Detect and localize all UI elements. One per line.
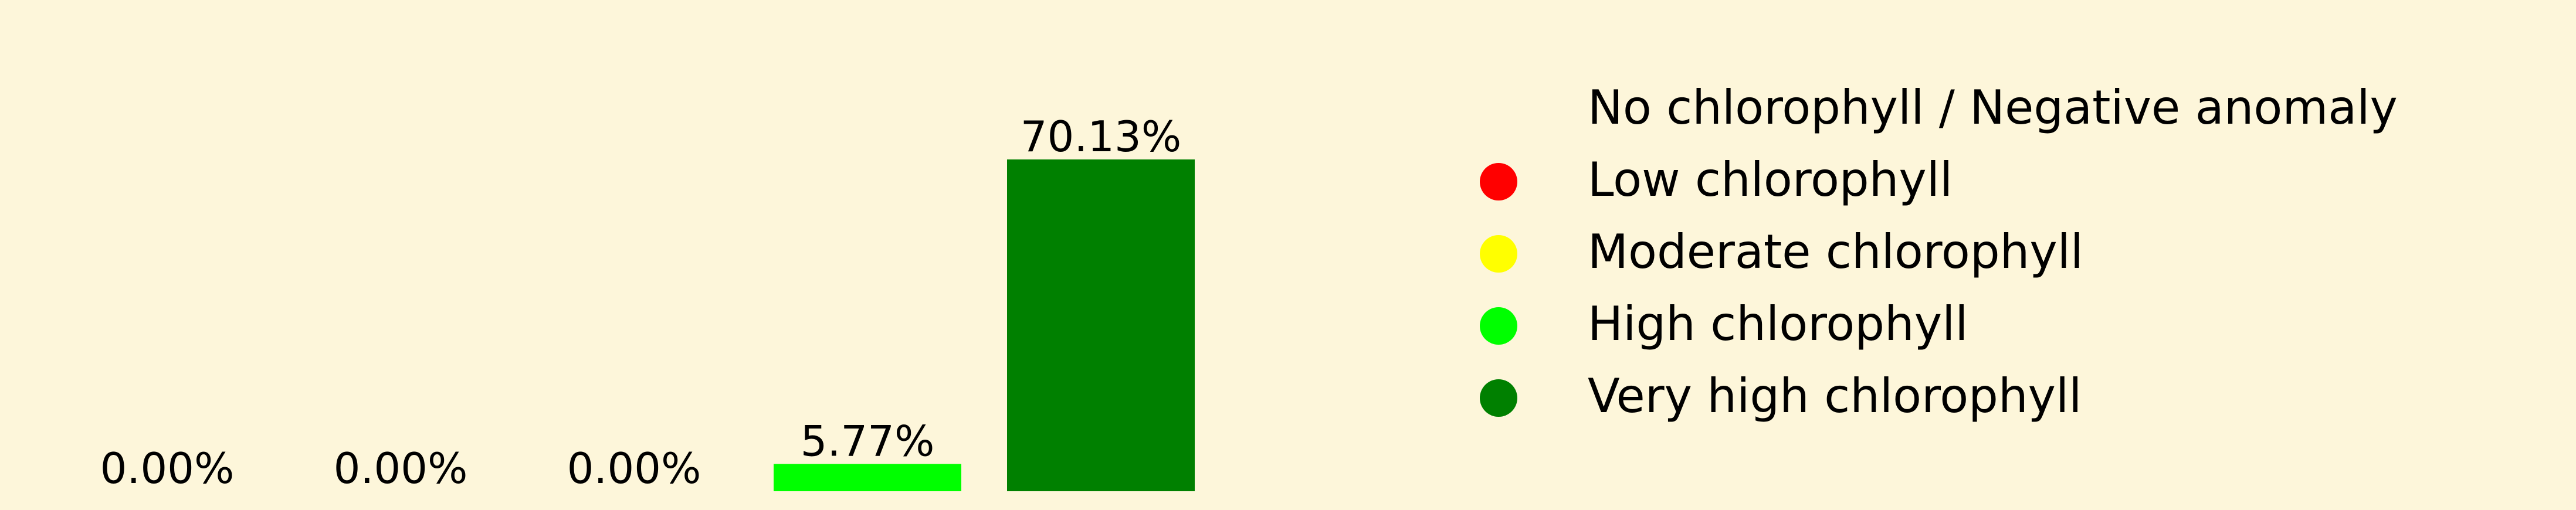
legend-marker-2 [1480,163,1517,200]
bar-value-label-1: 0.00% [100,444,235,493]
bar-value-label-5: 70.13% [1021,112,1182,161]
bar-4 [774,464,961,491]
legend-marker-4 [1480,307,1517,345]
bar-value-label-4: 5.77% [801,416,935,465]
bar-5 [1007,159,1195,491]
legend-marker-5 [1480,379,1517,417]
legend-label-5: Very high chlorophyll [1588,369,2082,423]
legend-marker-3 [1480,235,1517,273]
data-labels-group: 0.00% 0.00% 0.00% 5.77% 70.13% [100,112,1182,493]
legend-label-1: No chlorophyll / Negative anomaly [1588,80,2398,135]
legend-label-3: Moderate chlorophyll [1588,225,2083,279]
legend: No chlorophyll / Negative anomaly Low chl… [1480,80,2398,423]
bar-value-label-3: 0.00% [567,444,701,493]
bars-group [774,159,1195,491]
legend-label-2: Low chlorophyll [1588,152,1953,207]
legend-label-4: High chlorophyll [1588,297,1968,351]
bar-value-label-2: 0.00% [334,444,468,493]
legend-marker-1 [1480,91,1517,128]
